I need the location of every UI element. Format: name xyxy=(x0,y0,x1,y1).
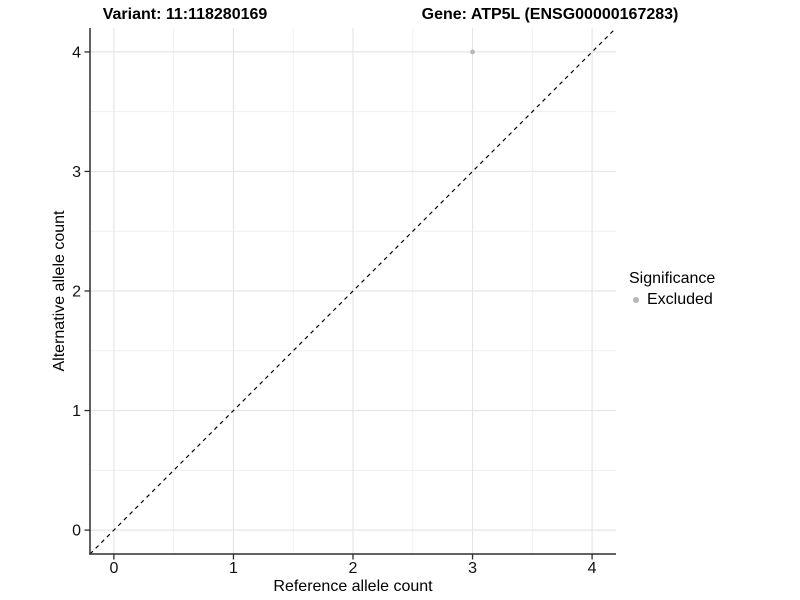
y-tick-label: 2 xyxy=(72,284,81,301)
legend-key-dot-icon xyxy=(633,297,639,303)
legend-item-label: Excluded xyxy=(647,291,713,308)
identity-line xyxy=(89,27,617,555)
legend-title: Significance xyxy=(629,270,716,287)
y-tick-label: 0 xyxy=(72,523,81,540)
y-tick-label: 1 xyxy=(72,403,81,420)
data-point xyxy=(470,49,475,55)
legend-item-excluded: Excluded xyxy=(629,291,715,309)
x-tick-label: 1 xyxy=(229,560,238,577)
y-tick-label: 4 xyxy=(72,44,81,61)
x-tick-label: 0 xyxy=(109,560,118,577)
plot-title-variant: Variant: 11:118280169 xyxy=(102,6,268,23)
legend: Significance Excluded xyxy=(629,270,715,309)
x-axis-title: Reference allele count xyxy=(273,578,433,595)
x-tick-label: 2 xyxy=(349,560,358,577)
plot-title-gene: Gene: ATP5L (ENSG00000167283) xyxy=(421,6,679,23)
x-tick-label: 3 xyxy=(468,560,477,577)
y-axis-title: Alternative allele count xyxy=(51,210,68,372)
x-tick-label: 4 xyxy=(588,560,597,577)
y-tick-label: 3 xyxy=(72,164,81,181)
